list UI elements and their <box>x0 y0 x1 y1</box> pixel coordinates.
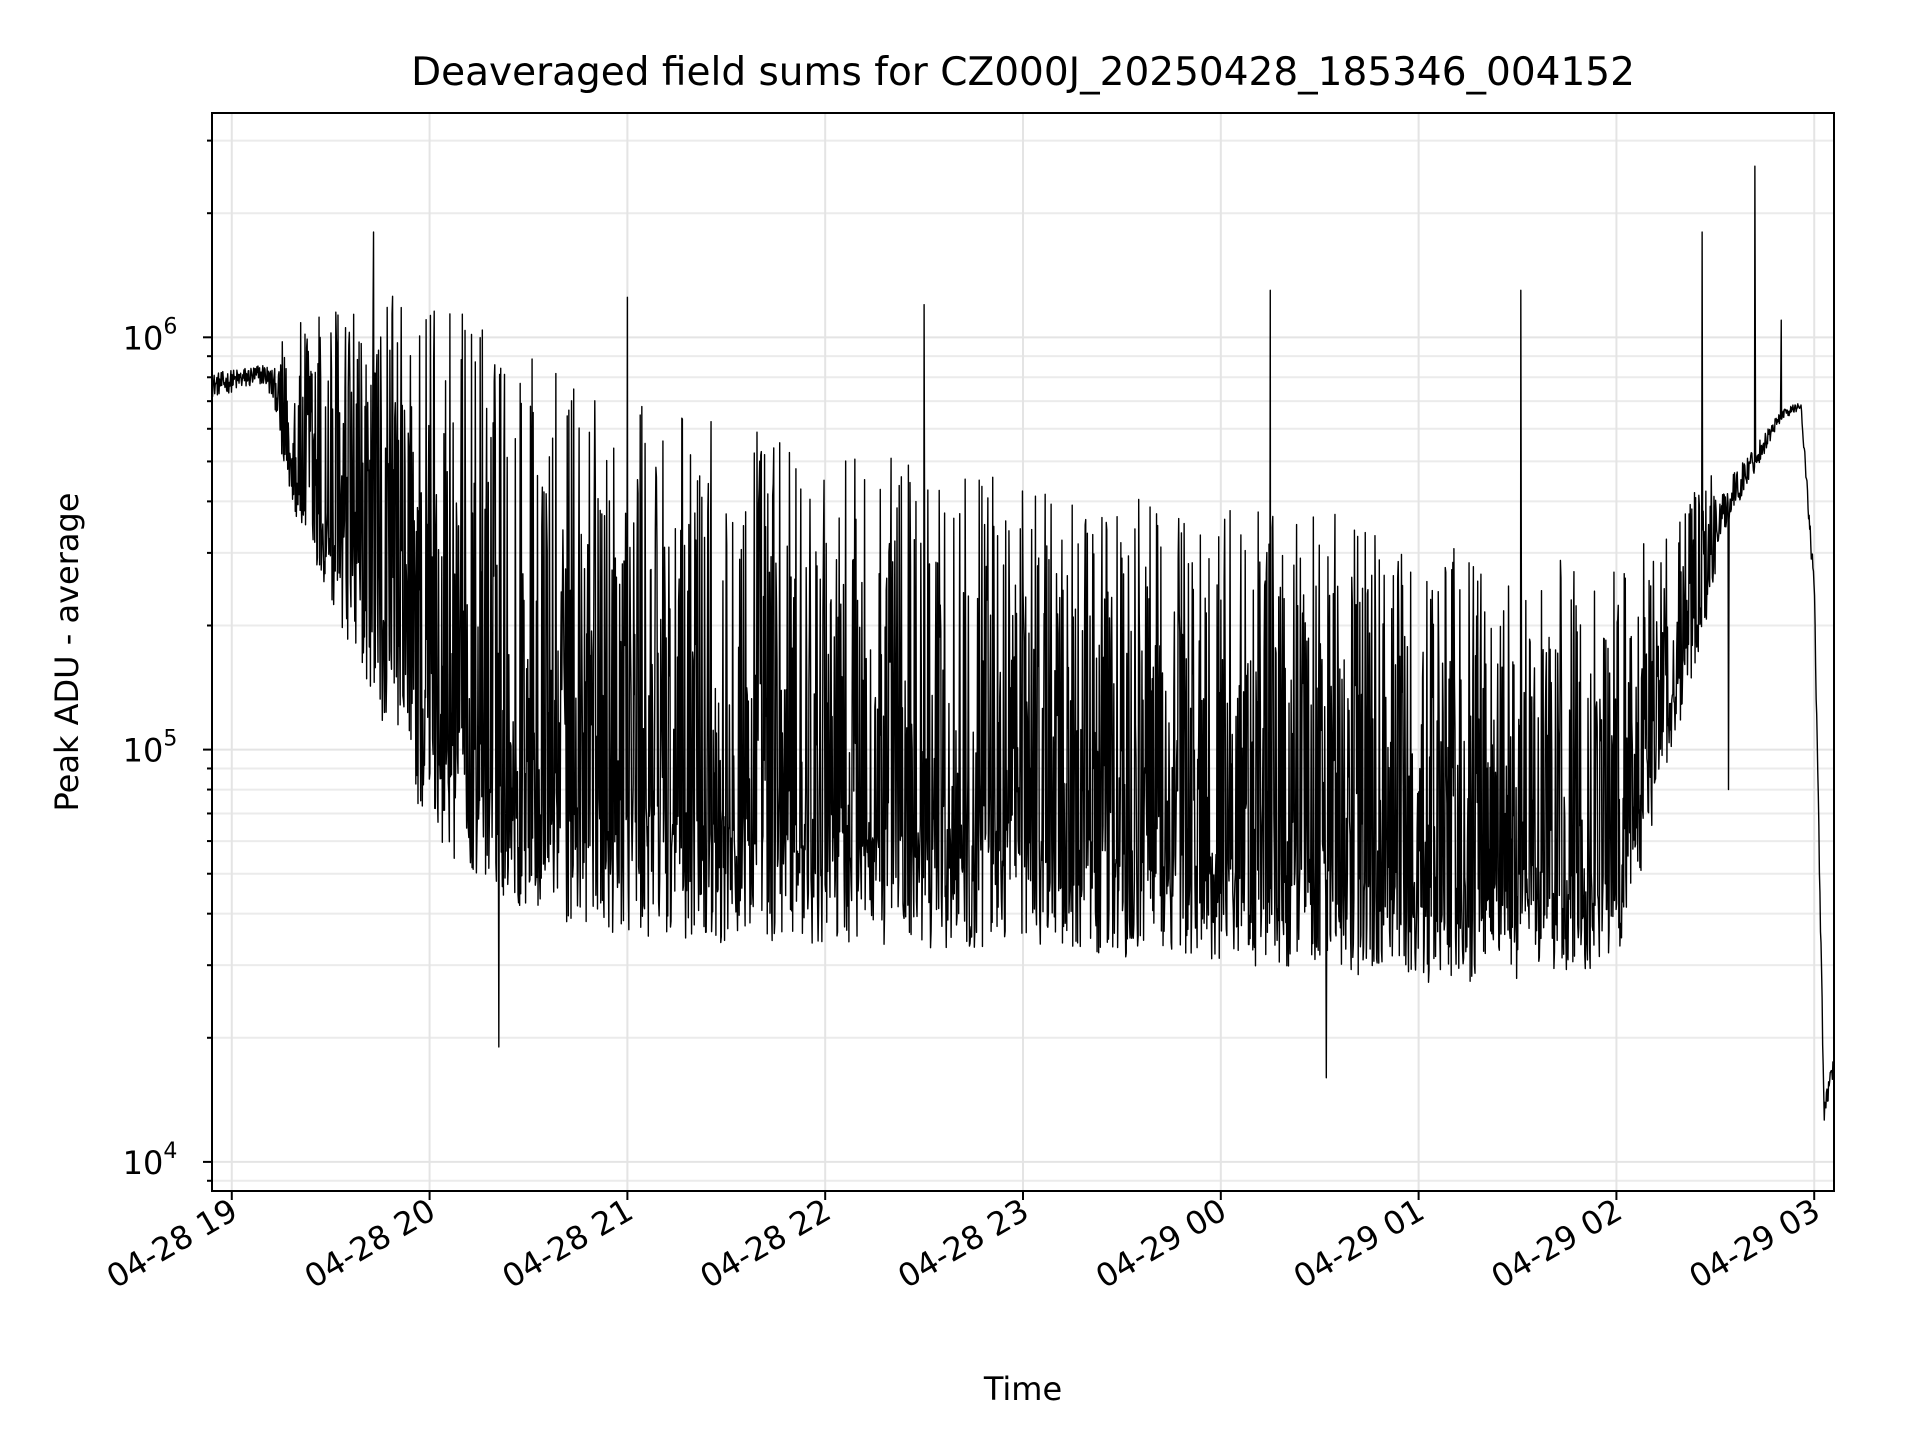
x-tick-label: 04-28 21 <box>496 1191 640 1296</box>
x-tick-label: 04-29 01 <box>1287 1191 1431 1296</box>
x-tick-label: 04-28 20 <box>298 1191 442 1296</box>
x-tick-label: 04-28 22 <box>694 1191 838 1296</box>
x-tick-label: 04-29 00 <box>1089 1191 1233 1296</box>
x-tick-label: 04-28 19 <box>100 1191 244 1296</box>
x-tick-label: 04-29 03 <box>1683 1191 1827 1296</box>
y-tick-label: 105 <box>123 727 178 770</box>
chart-title: Deaveraged field sums for CZ000J_2025042… <box>411 50 1635 95</box>
x-axis-label: Time <box>983 1370 1062 1408</box>
x-tick-label: 04-28 23 <box>891 1191 1035 1296</box>
y-axis-label: Peak ADU - average <box>48 493 86 812</box>
y-tick-label: 104 <box>123 1139 178 1182</box>
y-tick-label: 106 <box>123 314 178 357</box>
series-line <box>211 165 1835 1121</box>
x-tick-label: 04-29 02 <box>1485 1191 1629 1296</box>
